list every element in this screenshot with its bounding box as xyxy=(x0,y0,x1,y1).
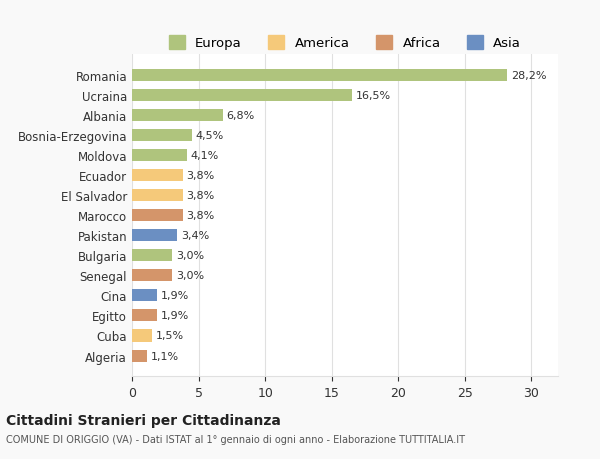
Bar xyxy=(132,330,152,342)
Bar xyxy=(132,130,192,142)
Bar xyxy=(132,290,157,302)
Text: 4,1%: 4,1% xyxy=(191,151,219,161)
Bar xyxy=(132,90,352,102)
Text: 3,8%: 3,8% xyxy=(187,171,215,181)
Bar xyxy=(132,310,157,322)
Text: 1,9%: 1,9% xyxy=(161,291,190,301)
Text: Cittadini Stranieri per Cittadinanza: Cittadini Stranieri per Cittadinanza xyxy=(6,413,281,427)
Text: 3,0%: 3,0% xyxy=(176,271,204,281)
Bar xyxy=(132,270,172,282)
Bar xyxy=(132,250,172,262)
Text: 3,4%: 3,4% xyxy=(181,231,209,241)
Bar xyxy=(132,150,187,162)
Bar xyxy=(132,170,182,182)
Bar xyxy=(132,210,182,222)
Bar xyxy=(132,230,177,242)
Text: 1,1%: 1,1% xyxy=(151,351,179,361)
Text: COMUNE DI ORIGGIO (VA) - Dati ISTAT al 1° gennaio di ogni anno - Elaborazione TU: COMUNE DI ORIGGIO (VA) - Dati ISTAT al 1… xyxy=(6,434,465,444)
Text: 3,8%: 3,8% xyxy=(187,191,215,201)
Text: 3,0%: 3,0% xyxy=(176,251,204,261)
Text: 4,5%: 4,5% xyxy=(196,131,224,141)
Text: 6,8%: 6,8% xyxy=(227,111,255,121)
Text: 3,8%: 3,8% xyxy=(187,211,215,221)
Text: 28,2%: 28,2% xyxy=(511,71,547,81)
Bar xyxy=(132,190,182,202)
Bar xyxy=(132,350,146,362)
Legend: Europa, America, Africa, Asia: Europa, America, Africa, Asia xyxy=(162,29,528,57)
Bar xyxy=(132,70,508,82)
Text: 1,5%: 1,5% xyxy=(156,331,184,341)
Bar xyxy=(132,110,223,122)
Text: 16,5%: 16,5% xyxy=(356,91,391,101)
Text: 1,9%: 1,9% xyxy=(161,311,190,321)
